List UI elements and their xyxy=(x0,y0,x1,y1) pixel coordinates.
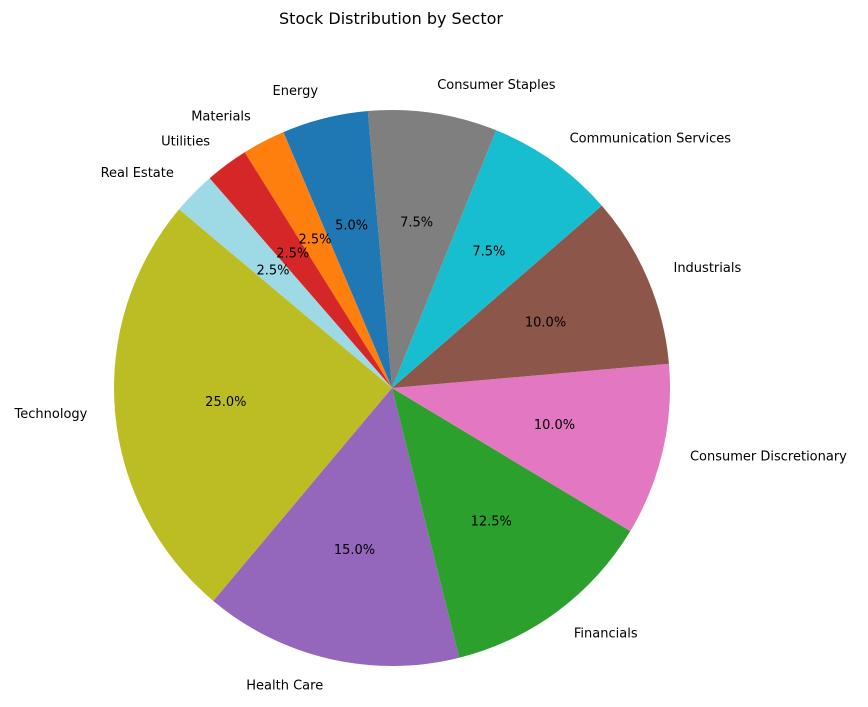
category-label-energy: Energy xyxy=(273,84,319,99)
pie-slice-communication-services xyxy=(392,130,602,389)
percent-labels: 25.0% 15.0% 12.5% 10.0% 10.0% 7.5% 7.5% 5.0% 2.5… xyxy=(205,216,575,558)
percent-label-energy: 5.0% xyxy=(335,219,368,234)
percent-label-technology: 25.0% xyxy=(205,395,246,410)
pie-slice-technology xyxy=(114,209,392,601)
category-label-health-care: Health Care xyxy=(246,678,323,693)
percent-label-consumer-discretionary: 10.0% xyxy=(534,418,575,433)
percent-label-financials: 12.5% xyxy=(471,515,512,530)
percent-label-utilities: 2.5% xyxy=(276,246,309,261)
chart-title: Stock Distribution by Sector xyxy=(279,9,503,28)
category-labels: Technology Health Care Financials Consumer … xyxy=(14,78,848,693)
category-label-technology: Technology xyxy=(14,407,88,422)
category-label-communication-services: Communication Services xyxy=(570,132,732,147)
category-label-utilities: Utilities xyxy=(161,135,210,150)
pie-slice-utilities xyxy=(209,152,392,388)
category-label-consumer-discretionary: Consumer Discretionary xyxy=(690,449,847,464)
category-label-real-estate: Real Estate xyxy=(101,166,174,181)
pie-slice-consumer-staples xyxy=(367,110,497,388)
pie-slice-industrials xyxy=(392,205,669,388)
category-label-industrials: Industrials xyxy=(673,261,741,276)
pie-slice-financials xyxy=(392,388,631,658)
percent-label-communication-services: 7.5% xyxy=(472,245,505,260)
percent-label-industrials: 10.0% xyxy=(525,315,566,330)
pie-slice-health-care xyxy=(213,388,460,666)
pie-slice-energy xyxy=(283,111,392,388)
category-label-consumer-staples: Consumer Staples xyxy=(437,78,556,93)
percent-label-materials: 2.5% xyxy=(298,233,331,248)
pie-slice-real-estate xyxy=(179,178,392,388)
percent-label-health-care: 15.0% xyxy=(334,543,375,558)
percent-label-real-estate: 2.5% xyxy=(257,264,290,279)
pie-slices xyxy=(114,110,670,666)
pie-slice-consumer-discretionary xyxy=(392,363,670,532)
category-label-financials: Financials xyxy=(574,626,638,641)
pie-slice-materials xyxy=(244,132,392,388)
percent-label-consumer-staples: 7.5% xyxy=(400,216,433,231)
category-label-materials: Materials xyxy=(191,109,251,124)
